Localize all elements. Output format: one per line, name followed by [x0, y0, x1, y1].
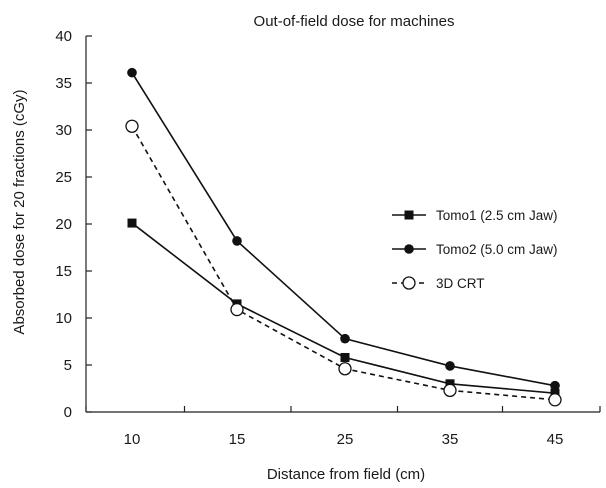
- y-tick-label: 10: [55, 310, 72, 327]
- chart-title: Out-of-field dose for machines: [254, 13, 455, 30]
- series-3-point: [548, 393, 562, 407]
- x-axis-label: Distance from field (cm): [267, 466, 425, 483]
- plot-area: 0 5 10 15 20 25 30 35 40 10 15 25 35 45: [55, 28, 601, 448]
- legend-marker-1: [404, 210, 414, 220]
- x-tick-label: 45: [547, 431, 564, 448]
- x-tick-label: 15: [229, 431, 246, 448]
- series-2-point: [340, 333, 350, 344]
- series-3-point: [230, 302, 244, 317]
- legend: Tomo1 (2.5 cm Jaw) Tomo2 (5.0 cm Jaw) 3D C…: [392, 208, 558, 291]
- legend-label-3: 3D CRT: [436, 276, 485, 291]
- y-tick-label: 40: [55, 28, 72, 45]
- x-tick-label: 25: [337, 431, 354, 448]
- series-3-point: [443, 383, 457, 398]
- series-3-point: [338, 362, 352, 376]
- series-2-point: [232, 236, 242, 246]
- y-tick-label: 25: [55, 169, 72, 186]
- series-3-point: [125, 119, 139, 133]
- legend-marker-2: [404, 244, 414, 254]
- y-axis-label: Absorbed dose for 20 fractions (cGy): [11, 89, 28, 334]
- series-2-point: [550, 380, 560, 391]
- series-1-point: [127, 218, 137, 228]
- y-tick-label: 30: [55, 122, 72, 139]
- legend-marker-3: [402, 276, 416, 290]
- series-1-point: [340, 352, 350, 362]
- y-tick-label: 20: [55, 216, 72, 233]
- legend-label-1: Tomo1 (2.5 cm Jaw): [436, 208, 558, 223]
- series-2-point: [127, 67, 137, 78]
- x-tick-label: 10: [124, 431, 141, 448]
- series-2-point: [445, 361, 455, 371]
- legend-label-2: Tomo2 (5.0 cm Jaw): [436, 242, 558, 257]
- y-tick-label: 15: [55, 263, 72, 280]
- y-tick-label: 35: [55, 75, 72, 92]
- y-tick-label: 5: [64, 357, 72, 374]
- x-tick-label: 35: [442, 431, 459, 448]
- y-tick-label: 0: [64, 404, 72, 421]
